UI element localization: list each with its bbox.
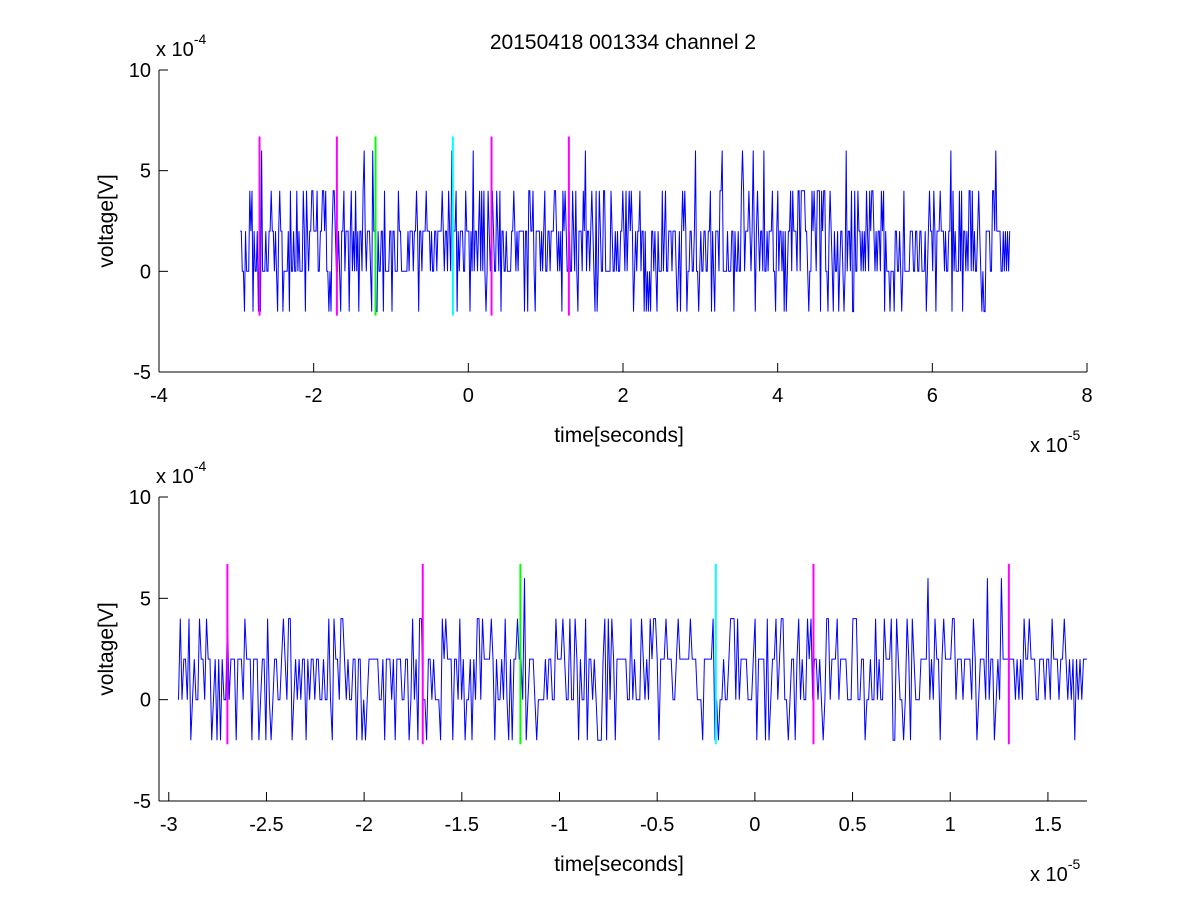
x-tick-label: -2 [305,385,323,407]
y-multiplier-exponent: -4 [194,458,207,474]
y-tick-label: 10 [129,487,151,509]
x-tick-label: 2 [617,385,628,407]
x-multiplier-exponent: -5 [1068,427,1081,443]
x-tick-label: -0.5 [640,814,674,836]
x-axis-label: time[seconds] [554,853,684,876]
x-tick-label: 1.5 [1034,814,1062,836]
y-tick-label: 5 [140,588,151,610]
y-axis-label: voltage[V] [95,602,118,695]
x-tick-label: -3 [160,814,178,836]
x-tick-label: -1 [551,814,569,836]
y-multiplier-exponent: -4 [194,31,207,47]
x-tick-label: 6 [927,385,938,407]
x-axis-label: time[seconds] [554,424,684,447]
y-multiplier-label: x 10-4 [156,31,206,61]
x-multiplier-exponent: -5 [1068,856,1081,872]
axes-2: -3 -2.5 -2 -1.5 -1 -0.5 0 0.5 1 1.5 -5 0 5 10x 10-4 x … [95,458,1087,886]
y-tick-label: 0 [140,261,151,283]
x-multiplier-label: x 10-5 [1030,856,1080,886]
x-tick-label: -4 [150,385,168,407]
y-axis-label: voltage[V] [95,174,118,267]
y-tick-label: 10 [129,60,151,82]
x-tick-label: 0.5 [839,814,867,836]
x-tick-label: -2 [355,814,373,836]
x-tick-label: 1 [945,814,956,836]
x-multiplier-label: x 10-5 [1030,427,1080,457]
y-tick-label: 0 [140,690,151,712]
axes-1: -4 -2 0 2 4 6 8 -5 0 5 10x 10-4 x 10-5 time[seconds]… [95,31,1093,457]
x-tick-label: 0 [463,385,474,407]
signal-trace [240,150,1011,313]
y-multiplier-label: x 10-4 [156,458,206,488]
x-tick-label: 4 [772,385,783,407]
y-tick-label: -5 [133,362,151,384]
signal-trace [178,578,1087,741]
x-tick-label: 8 [1081,385,1092,407]
x-tick-label: -2.5 [249,814,283,836]
x-tick-label: 0 [749,814,760,836]
y-tick-label: -5 [133,791,151,813]
chart-title: 20150418 001334 channel 2 [490,31,756,54]
y-tick-label: 5 [140,161,151,183]
x-tick-label: -1.5 [445,814,479,836]
